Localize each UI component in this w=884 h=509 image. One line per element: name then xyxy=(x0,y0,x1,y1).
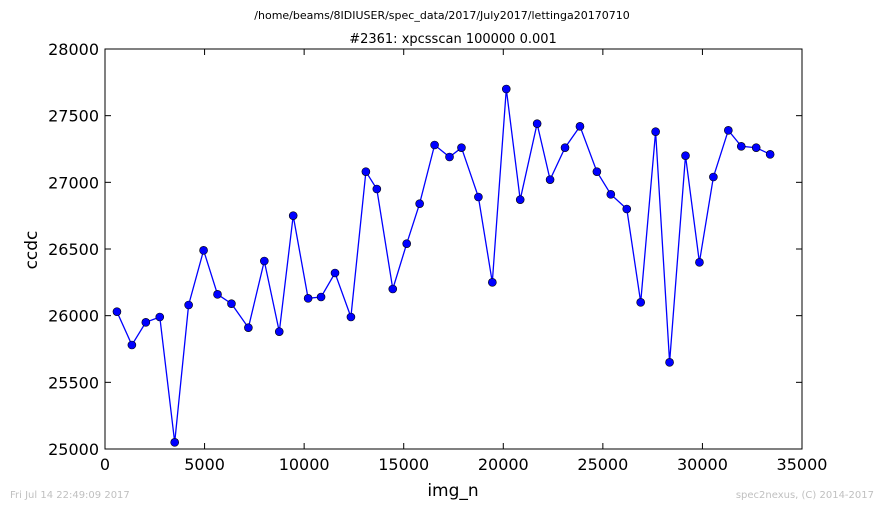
data-point xyxy=(502,85,510,93)
data-point xyxy=(488,278,496,286)
data-point xyxy=(227,300,235,308)
data-point xyxy=(457,144,465,152)
data-point xyxy=(431,141,439,149)
x-tick-label: 25000 xyxy=(577,455,628,474)
data-point xyxy=(275,328,283,336)
data-point xyxy=(695,258,703,266)
data-point xyxy=(260,257,268,265)
data-point xyxy=(113,308,121,316)
x-tick-label: 5000 xyxy=(184,455,225,474)
data-point xyxy=(289,212,297,220)
data-point xyxy=(623,205,631,213)
data-point xyxy=(576,122,584,130)
data-point xyxy=(403,240,411,248)
data-point xyxy=(171,438,179,446)
chart-suptitle: /home/beams/8IDIUSER/spec_data/2017/July… xyxy=(254,9,629,22)
data-point xyxy=(373,185,381,193)
data-point xyxy=(185,301,193,309)
data-point xyxy=(446,153,454,161)
data-point xyxy=(317,293,325,301)
data-point xyxy=(362,168,370,176)
x-tick-label: 35000 xyxy=(777,455,828,474)
data-point xyxy=(474,193,482,201)
x-axis-label: img_n xyxy=(427,481,478,501)
y-tick-label: 27000 xyxy=(48,173,99,192)
data-point xyxy=(516,196,524,204)
y-tick-label: 28000 xyxy=(48,40,99,59)
data-point xyxy=(607,190,615,198)
data-point xyxy=(652,128,660,136)
data-point xyxy=(156,313,164,321)
y-tick-label: 26500 xyxy=(48,240,99,259)
data-point xyxy=(724,126,732,134)
data-point xyxy=(666,358,674,366)
data-point xyxy=(766,150,774,158)
data-point xyxy=(593,168,601,176)
data-point xyxy=(244,324,252,332)
x-tick-label: 0 xyxy=(100,455,110,474)
x-tick-label: 10000 xyxy=(279,455,330,474)
y-tick-label: 25500 xyxy=(48,373,99,392)
data-point xyxy=(737,142,745,150)
footer-credit: spec2nexus, (C) 2014-2017 xyxy=(736,490,874,501)
data-point xyxy=(546,176,554,184)
data-point xyxy=(200,246,208,254)
data-point xyxy=(533,120,541,128)
data-point xyxy=(682,152,690,160)
x-tick-label: 15000 xyxy=(378,455,429,474)
data-point xyxy=(389,285,397,293)
chart-title: #2361: xpcsscan 100000 0.001 xyxy=(349,32,557,47)
y-tick-label: 26000 xyxy=(48,307,99,326)
data-point xyxy=(214,290,222,298)
data-point xyxy=(752,144,760,152)
data-point xyxy=(637,298,645,306)
data-point xyxy=(128,341,136,349)
data-point xyxy=(561,144,569,152)
y-tick-label: 27500 xyxy=(48,107,99,126)
y-tick-label: 25000 xyxy=(48,440,99,459)
data-point xyxy=(709,173,717,181)
x-tick-label: 30000 xyxy=(677,455,728,474)
footer-timestamp: Fri Jul 14 22:49:09 2017 xyxy=(10,490,130,501)
data-point xyxy=(416,200,424,208)
data-point xyxy=(347,313,355,321)
data-point xyxy=(142,318,150,326)
y-axis-label: ccdc xyxy=(22,231,42,270)
x-tick-label: 20000 xyxy=(478,455,529,474)
data-point xyxy=(331,269,339,277)
data-point xyxy=(304,294,312,302)
